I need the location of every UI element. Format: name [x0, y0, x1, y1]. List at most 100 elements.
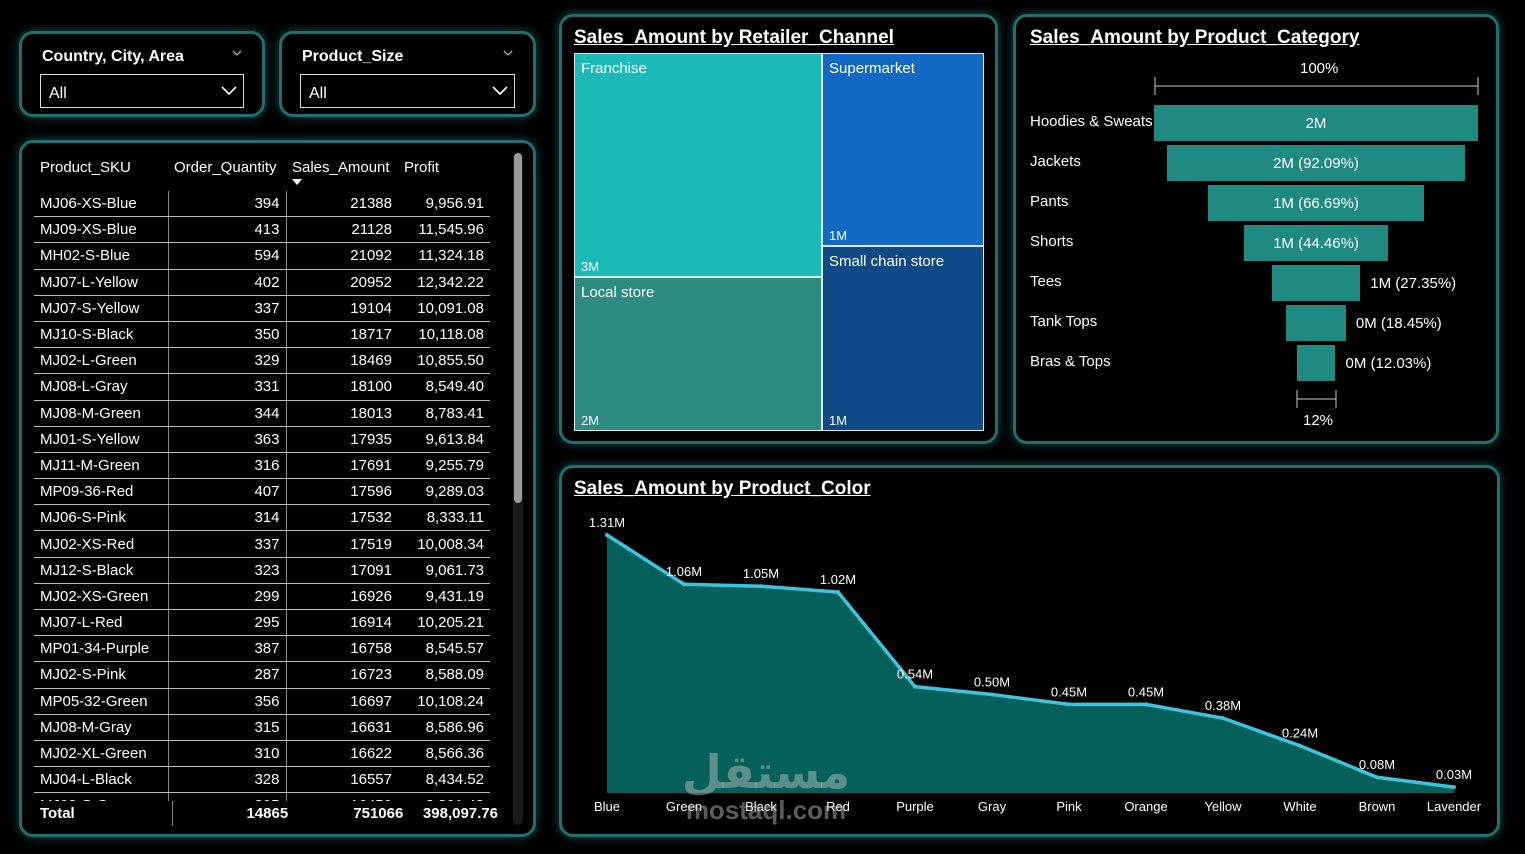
- treemap-panel: Sales_Amount by Retailer_Channel Franchi…: [559, 14, 998, 444]
- treemap-cell-small-chain-store[interactable]: Small chain store 1M: [822, 246, 984, 431]
- data-point[interactable]: [990, 692, 994, 697]
- data-point[interactable]: [836, 590, 840, 595]
- x-tick-label: Purple: [896, 799, 934, 814]
- data-point[interactable]: [1452, 785, 1456, 790]
- cell-profit: 10,008.34: [398, 530, 490, 558]
- funnel-bar[interactable]: [1296, 345, 1336, 381]
- data-point[interactable]: [759, 584, 763, 589]
- cell-qty: 295: [168, 609, 287, 637]
- cell-sales: 21128: [286, 216, 398, 244]
- treemap-cell-local-store[interactable]: Local store 2M: [574, 277, 822, 431]
- data-label: 1.02M: [820, 572, 856, 587]
- table-row[interactable]: MJ10-S-Black 350 18717 10,118.08: [34, 321, 490, 349]
- cell-qty: 328: [168, 766, 287, 794]
- x-tick-label: Blue: [594, 799, 620, 814]
- cell-sku: MJ02-L-Green: [34, 347, 169, 375]
- table-row[interactable]: MJ09-XS-Blue 413 21128 11,545.96: [34, 216, 490, 244]
- funnel-bar[interactable]: [1154, 105, 1478, 141]
- cell-sku: MJ07-L-Yellow: [34, 269, 169, 296]
- funnel-bar[interactable]: [1166, 145, 1466, 181]
- cell-sales: 16622: [286, 740, 398, 768]
- cell-qty: 323: [168, 557, 287, 584]
- product-size-slicer[interactable]: Product_Size All: [279, 31, 536, 117]
- table-row[interactable]: MP05-32-Green 356 16697 10,108.24: [34, 688, 490, 715]
- table-row[interactable]: MP01-34-Purple 387 16758 8,545.57: [34, 635, 490, 663]
- treemap-cell-supermarket[interactable]: Supermarket 1M: [822, 53, 984, 246]
- cell-qty: 594: [168, 242, 287, 270]
- product-size-dropdown[interactable]: All: [300, 74, 515, 108]
- table-row[interactable]: MJ08-M-Gray 315 16631 8,586.96: [34, 714, 490, 741]
- data-label: 0.08M: [1359, 757, 1395, 772]
- cell-profit: 10,855.50: [398, 347, 490, 375]
- table-row[interactable]: MJ07-L-Yellow 402 20952 12,342.22: [34, 269, 490, 296]
- data-point[interactable]: [1221, 716, 1225, 721]
- treemap-cell-franchise[interactable]: Franchise 3M: [574, 53, 822, 277]
- chevron-down-icon: [232, 50, 242, 56]
- funnel-bar[interactable]: [1271, 265, 1361, 301]
- table-row[interactable]: MJ08-L-Gray 331 18100 8,549.40: [34, 373, 490, 401]
- cell-sales: 16723: [286, 661, 398, 689]
- table-row[interactable]: MJ04-L-Black 328 16557 8,434.52: [34, 766, 490, 794]
- funnel-value: 1M (27.35%): [1370, 275, 1457, 292]
- table-row[interactable]: MJ12-S-Black 323 17091 9,061.73: [34, 557, 490, 584]
- col-header-sku[interactable]: Product_SKU: [40, 158, 131, 176]
- col-header-qty[interactable]: Order_Quantity: [174, 158, 277, 176]
- funnel-bar[interactable]: [1243, 225, 1389, 261]
- cell-qty: 337: [168, 295, 287, 322]
- cell-profit: 9,431.19: [398, 583, 490, 611]
- data-point[interactable]: [605, 533, 609, 537]
- table-row[interactable]: MJ02-XL-Green 310 16622 8,566.36: [34, 740, 490, 768]
- table-row[interactable]: MJ07-L-Red 295 16914 10,205.21: [34, 609, 490, 637]
- col-header-profit[interactable]: Profit: [404, 158, 440, 176]
- col-header-sales[interactable]: Sales_Amount: [286, 143, 398, 191]
- cell-sales: 17596: [286, 478, 398, 506]
- cell-name: Franchise: [581, 60, 647, 77]
- table-row[interactable]: MJ02-S-Pink 287 16723 8,588.09: [34, 661, 490, 689]
- data-label: 1.05M: [743, 566, 779, 581]
- treemap: Franchise 3M Supermarket 1M Local store …: [574, 53, 984, 431]
- cell-qty: 402: [168, 269, 287, 296]
- data-point[interactable]: [1298, 743, 1302, 748]
- funnel-bar[interactable]: [1286, 305, 1346, 341]
- data-label: 1.06M: [666, 564, 702, 579]
- scrollbar-thumb[interactable]: [514, 153, 522, 503]
- table-row[interactable]: MJ02-XS-Red 337 17519 10,008.34: [34, 530, 490, 558]
- cell-sku: MJ07-L-Red: [34, 609, 169, 637]
- table-row[interactable]: MJ08-M-Green 344 18013 8,783.41: [34, 400, 490, 427]
- data-point[interactable]: [913, 684, 917, 689]
- table-row[interactable]: MH02-S-Blue 594 21092 11,324.18: [34, 242, 490, 270]
- cell-profit: 11,324.18: [398, 242, 490, 270]
- country-slicer[interactable]: Country, City, Area All: [19, 31, 265, 117]
- table-row[interactable]: MJ01-S-Yellow 363 17935 9,613.84: [34, 426, 490, 453]
- data-point[interactable]: [1144, 702, 1148, 707]
- table-row[interactable]: MJ02-L-Green 329 18469 10,855.50: [34, 347, 490, 375]
- treemap-title: Sales_Amount by Retailer_Channel: [574, 27, 894, 48]
- data-point[interactable]: [682, 582, 686, 587]
- series-line[interactable]: [606, 533, 1455, 789]
- data-point[interactable]: [1375, 775, 1379, 780]
- table-row[interactable]: MJ06-XS-Blue 394 21388 9,956.91: [34, 191, 490, 218]
- table-row[interactable]: MJ11-M-Green 316 17691 9,255.79: [34, 452, 490, 480]
- funnel-label: Jackets: [1030, 153, 1081, 170]
- cell-sku: MJ08-M-Green: [34, 400, 169, 427]
- cell-sales: 18717: [286, 321, 398, 349]
- funnel-bar[interactable]: [1207, 185, 1425, 221]
- table-row[interactable]: MJ06-S-Pink 314 17532 8,333.11: [34, 504, 490, 532]
- funnel-top-bracket: [1154, 77, 1479, 95]
- table-scrollbar[interactable]: [513, 153, 523, 825]
- cell-profit: 11,545.96: [398, 216, 490, 244]
- chevron-down-icon: [492, 86, 508, 96]
- total-sales: 751066: [353, 805, 404, 823]
- data-point[interactable]: [1067, 702, 1071, 707]
- x-tick-label: Pink: [1056, 799, 1082, 814]
- country-dropdown[interactable]: All: [40, 74, 244, 108]
- cell-qty: 314: [168, 504, 287, 532]
- cell-sku: MJ06-S-Pink: [34, 504, 169, 532]
- table-row[interactable]: MP09-36-Red 407 17596 9,289.03: [34, 478, 490, 506]
- table-row[interactable]: MJ02-XS-Green 299 16926 9,431.19: [34, 583, 490, 611]
- table-row[interactable]: MJ07-S-Yellow 337 19104 10,091.08: [34, 295, 490, 322]
- cell-profit: 10,118.08: [398, 321, 490, 349]
- x-tick-label: White: [1283, 799, 1316, 814]
- cell-value: 1M: [829, 228, 848, 243]
- x-tick-label: Gray: [978, 799, 1007, 814]
